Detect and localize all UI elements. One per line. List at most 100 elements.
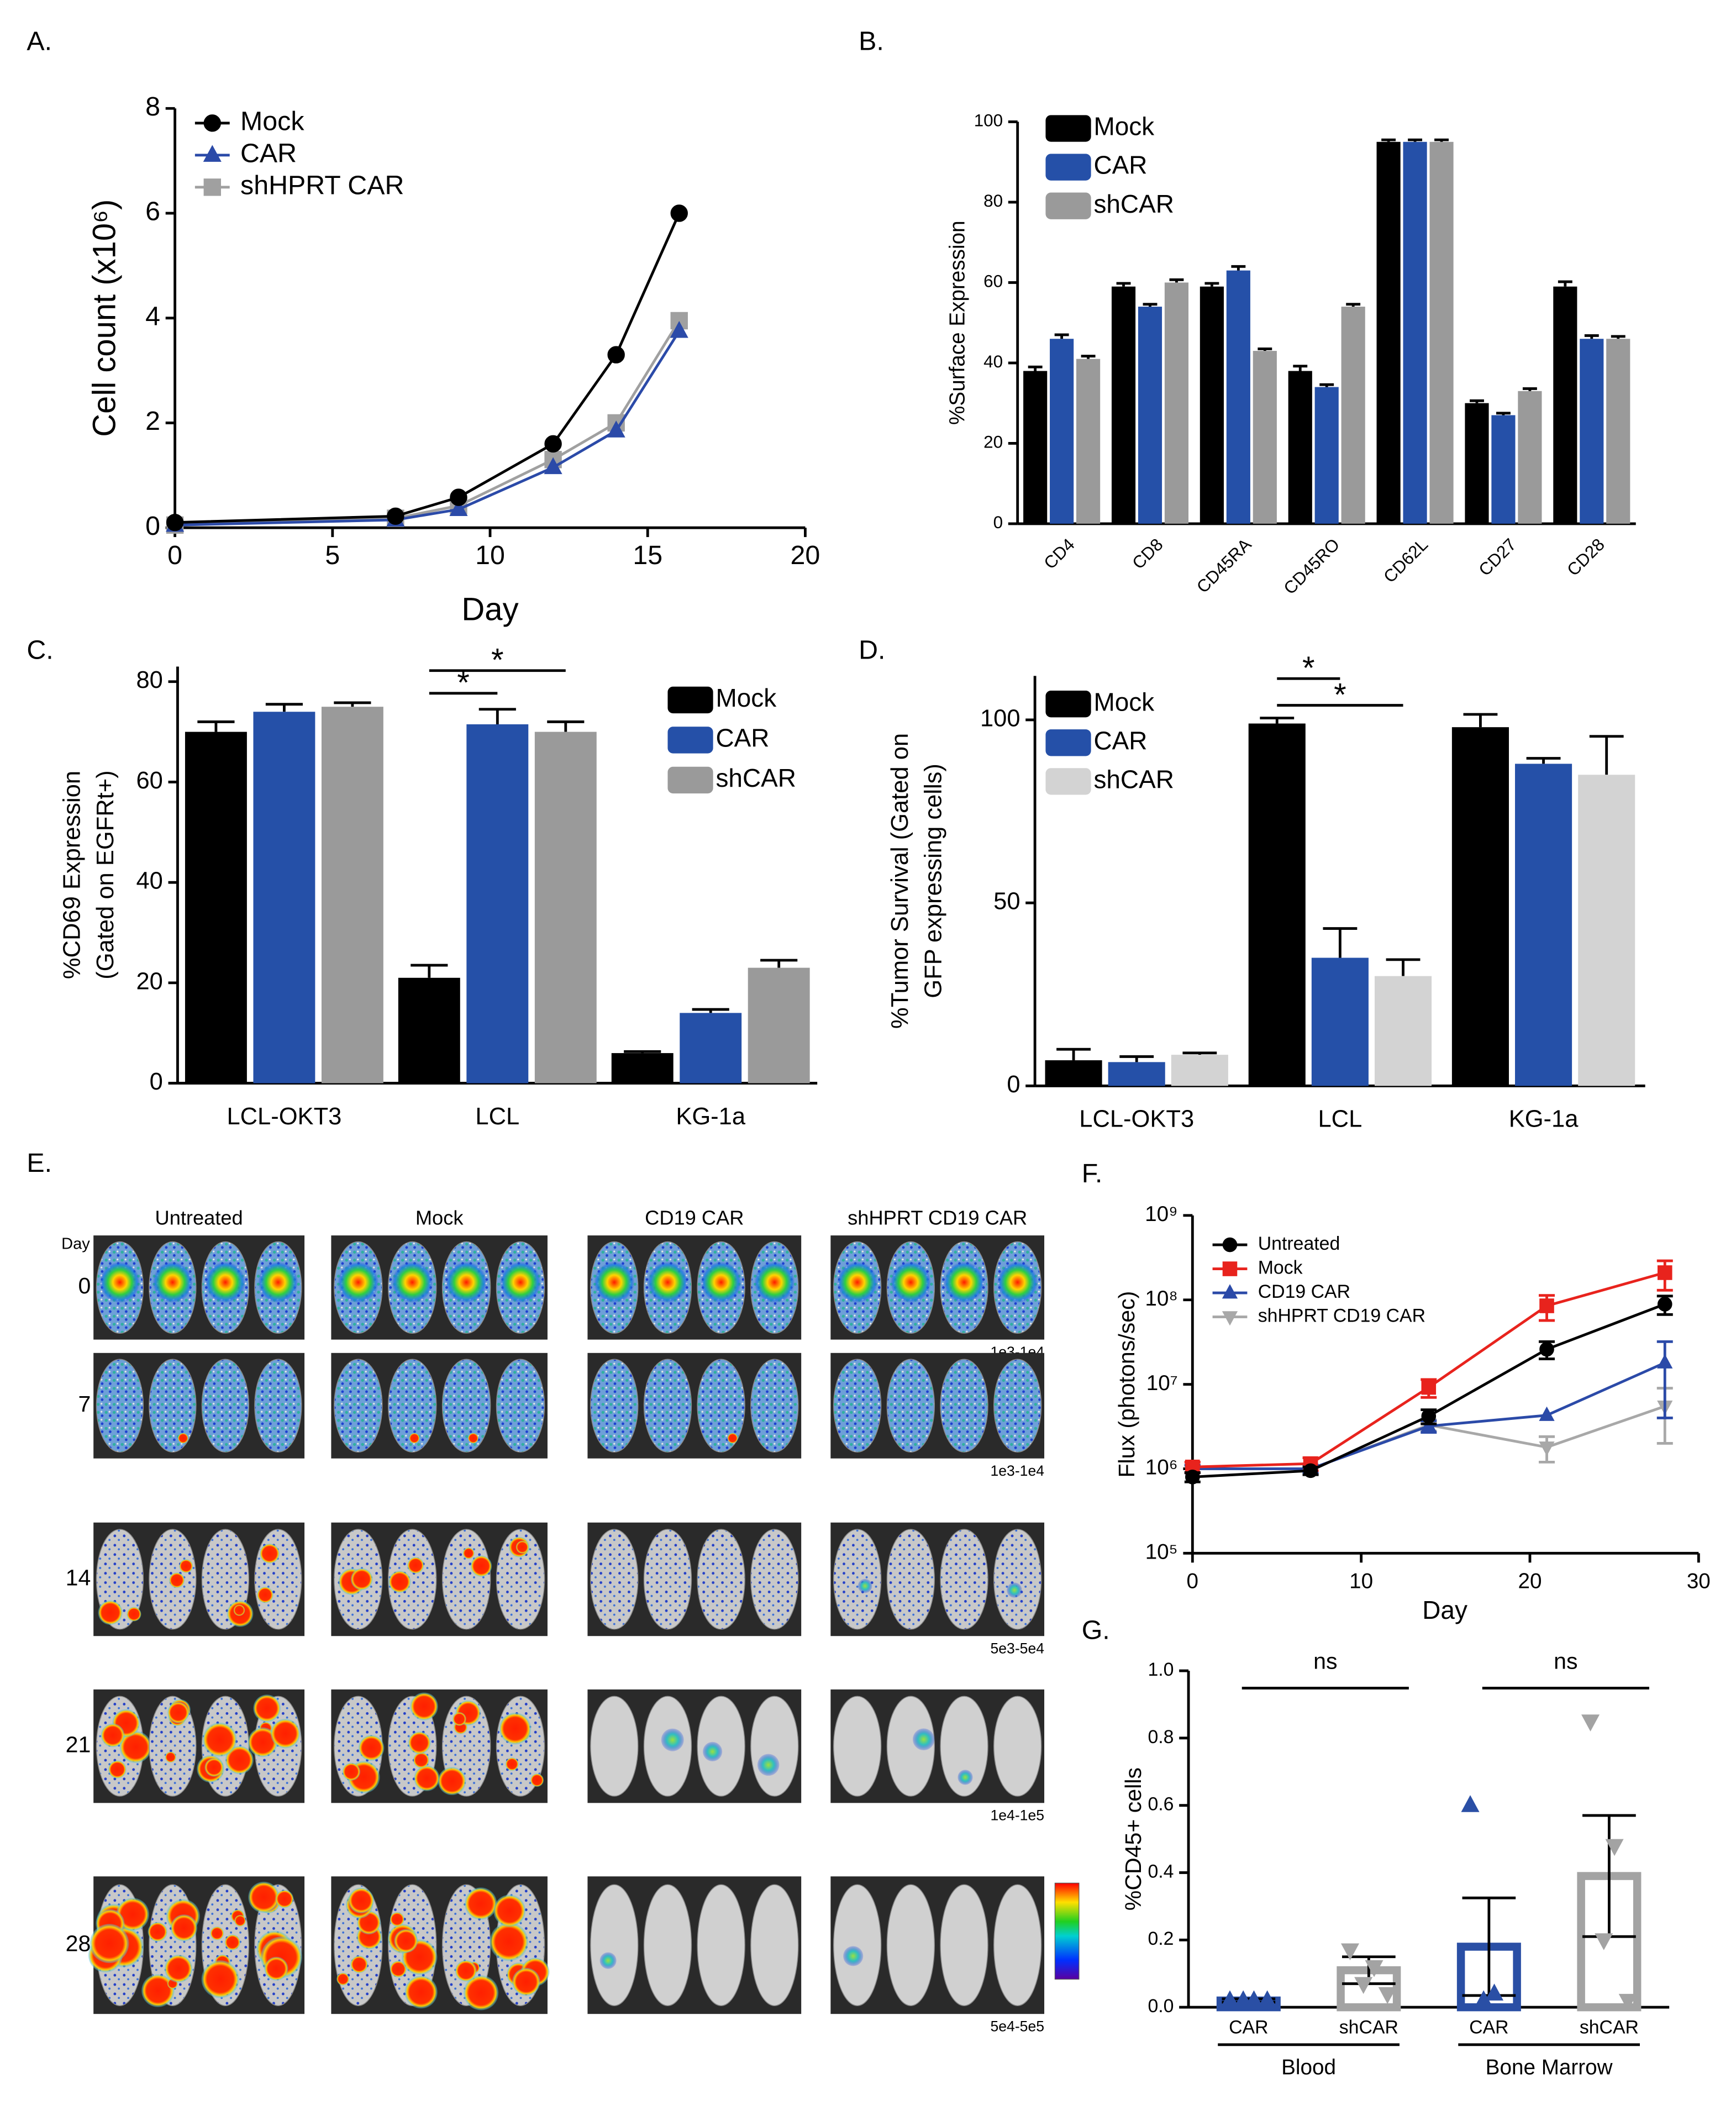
signal bbox=[164, 1954, 193, 1983]
data-point bbox=[1539, 1441, 1555, 1456]
bar bbox=[1171, 1055, 1228, 1086]
legend-swatch bbox=[667, 686, 713, 714]
y-axis-label: %CD45+ cells bbox=[1120, 1767, 1146, 1911]
data-point bbox=[1581, 1714, 1600, 1732]
x-tick-label: 5 bbox=[325, 540, 340, 570]
y-tick-label: 10⁸ bbox=[1145, 1287, 1177, 1311]
mouse bbox=[833, 1529, 882, 1630]
x-tick-label: shCAR bbox=[1580, 2017, 1639, 2038]
signal bbox=[275, 1890, 294, 1908]
significance-label: * bbox=[1302, 650, 1315, 686]
data-point bbox=[1657, 1354, 1673, 1369]
signal bbox=[99, 1261, 140, 1303]
error-bar bbox=[1182, 1051, 1217, 1055]
error-bar bbox=[1496, 412, 1511, 415]
x-tick-label: CD8 bbox=[1128, 535, 1166, 573]
signal bbox=[407, 1557, 424, 1574]
legend-swatch bbox=[1045, 729, 1091, 756]
y-tick-label: 0.0 bbox=[1148, 1996, 1174, 2017]
error-bar bbox=[1656, 1340, 1673, 1419]
legend-label: CAR bbox=[1093, 726, 1147, 755]
legend-label: Mock bbox=[1258, 1257, 1303, 1278]
mouse bbox=[643, 1359, 692, 1453]
y-tick-label: 40 bbox=[136, 868, 162, 894]
bar bbox=[1451, 727, 1509, 1086]
signal bbox=[108, 1760, 127, 1779]
signal bbox=[1007, 1582, 1022, 1598]
signal bbox=[512, 1967, 540, 1996]
significance-label: ns bbox=[1313, 1648, 1337, 1674]
legend-marker bbox=[1222, 1284, 1238, 1299]
error-bar bbox=[1260, 717, 1295, 724]
data-point bbox=[1354, 1977, 1373, 1994]
bar bbox=[466, 724, 529, 1083]
data-point bbox=[1340, 1943, 1360, 1961]
data-point bbox=[1421, 1380, 1437, 1395]
signal bbox=[264, 1956, 288, 1981]
series-line bbox=[175, 212, 681, 524]
day-label: 28 bbox=[66, 1931, 91, 1956]
error-bar bbox=[1589, 735, 1624, 775]
significance-label: * bbox=[457, 665, 470, 701]
legend-label: Mock bbox=[1093, 687, 1155, 716]
signal bbox=[438, 1767, 466, 1796]
signal bbox=[342, 1762, 361, 1781]
mouse bbox=[886, 1529, 935, 1630]
bar bbox=[1076, 359, 1101, 524]
data-point bbox=[1365, 1960, 1383, 1977]
signal bbox=[258, 1261, 298, 1303]
x-tick-label: CAR bbox=[1229, 2017, 1268, 2038]
bar bbox=[1311, 957, 1369, 1086]
bar bbox=[1429, 141, 1454, 524]
data-point bbox=[166, 513, 184, 531]
data-point bbox=[1595, 1933, 1613, 1950]
signal bbox=[702, 1741, 723, 1761]
bar bbox=[1341, 307, 1365, 524]
data-point bbox=[387, 507, 404, 525]
data-point bbox=[1485, 1983, 1504, 2001]
day-label: 14 bbox=[66, 1565, 91, 1590]
x-tick-label: 20 bbox=[791, 540, 820, 570]
signal bbox=[757, 1754, 780, 1776]
mouse bbox=[833, 1696, 882, 1797]
error-bar bbox=[1346, 303, 1361, 307]
signal bbox=[259, 1543, 280, 1564]
signal bbox=[455, 1960, 477, 1982]
scale-label: 1e4-1e5 bbox=[990, 1807, 1044, 1823]
legend-label: shHPRT CD19 CAR bbox=[1258, 1305, 1425, 1326]
signal bbox=[599, 1952, 617, 1969]
mouse bbox=[441, 1529, 491, 1630]
data-point bbox=[1303, 1463, 1318, 1478]
signal bbox=[594, 1261, 635, 1303]
signal bbox=[661, 1728, 684, 1751]
mouse bbox=[441, 1359, 491, 1453]
group-title: CD19 CAR bbox=[645, 1207, 744, 1229]
mouse bbox=[643, 1884, 692, 2006]
signal bbox=[390, 1912, 404, 1927]
data-point bbox=[1605, 1839, 1624, 1856]
data-point bbox=[1474, 1990, 1493, 2008]
signal bbox=[530, 1774, 544, 1787]
x-tick-label: 30 bbox=[1687, 1570, 1711, 1593]
mouse bbox=[590, 1359, 639, 1453]
scale-label: 5e3-5e4 bbox=[990, 1640, 1044, 1656]
legend-label: CAR bbox=[240, 139, 297, 169]
legend-label: shCAR bbox=[1093, 190, 1174, 218]
bar bbox=[1138, 307, 1162, 524]
error-bar bbox=[1408, 138, 1423, 142]
legend-swatch bbox=[1045, 192, 1091, 219]
signal bbox=[505, 1757, 519, 1771]
signal bbox=[270, 1718, 301, 1749]
mouse bbox=[697, 1359, 745, 1453]
y-axis-label: %Tumor Survival (Gated on bbox=[887, 733, 913, 1029]
error-bar bbox=[760, 959, 798, 968]
signal bbox=[350, 1568, 373, 1591]
signal bbox=[358, 1735, 385, 1761]
data-point bbox=[1657, 1265, 1672, 1280]
error-bar bbox=[411, 964, 448, 978]
data-point bbox=[1618, 1993, 1637, 2011]
bar bbox=[1226, 270, 1250, 524]
scale-label: 1e3-1e4 bbox=[990, 1462, 1044, 1479]
mouse bbox=[590, 1529, 639, 1630]
y-tick-label: 10⁹ bbox=[1145, 1202, 1178, 1226]
